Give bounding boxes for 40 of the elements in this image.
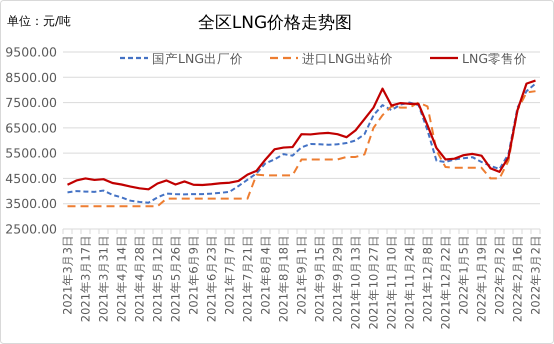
chart-title: 全区LNG价格走势图 [198, 13, 352, 33]
x-tick-label: 2021年10月13日 [348, 235, 362, 330]
x-tick-label: 2021年8月18日 [276, 235, 290, 322]
x-tick-label: 2021年8月4日 [258, 235, 272, 315]
x-tick-label: 2021年5月12日 [150, 235, 164, 322]
x-tick-label: 2021年4月28日 [132, 235, 146, 322]
y-tick-label: 7500.00 [5, 95, 58, 110]
x-tick-label: 2021年10月27日 [366, 235, 380, 330]
x-tick-label: 2021年12月8日 [420, 235, 434, 322]
y-tick-label: 5500.00 [5, 146, 58, 161]
x-tick-label: 2021年3月3日 [60, 235, 74, 315]
x-tick-label: 2022年3月2日 [528, 235, 542, 315]
x-tick-label: 2021年3月17日 [78, 235, 92, 322]
x-tick-label: 2021年9月1日 [294, 235, 308, 315]
x-tick-label: 2021年9月15日 [312, 235, 326, 322]
x-tick-label: 2021年11月24日 [402, 235, 416, 330]
y-tick-label: 9500.00 [5, 44, 58, 60]
x-tick-label: 2021年3月31日 [96, 235, 110, 322]
x-tick-label: 2021年9月29日 [330, 235, 344, 322]
legend-label: 国产LNG出厂价 [152, 51, 244, 66]
x-tick-label: 2022年2月16日 [510, 235, 524, 322]
x-tick-label: 2021年4月14日 [114, 235, 128, 322]
y-tick-label: 2500.00 [5, 222, 58, 236]
y-tick-label: 4500.00 [5, 170, 58, 186]
x-tick-label: 2022年1月5日 [456, 235, 470, 315]
x-tick-label: 2021年5月26日 [168, 235, 182, 322]
legend-label: 进口LNG出站价 [302, 51, 394, 66]
x-tick-label: 2022年1月19日 [474, 235, 488, 322]
x-tick-label: 2021年11月10日 [384, 235, 398, 330]
y-tick-label: 6500.00 [5, 120, 58, 136]
x-tick-label: 2021年12月22日 [438, 235, 452, 330]
x-tick-label: 2021年7月21日 [240, 235, 254, 322]
y-tick-label: 3500.00 [5, 196, 58, 212]
x-tick-label: 2021年6月23日 [204, 235, 218, 322]
text: 单位：元/吨 [7, 14, 72, 28]
x-tick-label: 2022年2月2日 [492, 235, 506, 315]
x-tick-label: 2021年6月9日 [186, 235, 200, 315]
x-tick-label: 2021年7月7日 [222, 235, 236, 315]
y-tick-label: 8500.00 [5, 70, 58, 85]
legend-label: LNG零售价 [462, 51, 528, 66]
